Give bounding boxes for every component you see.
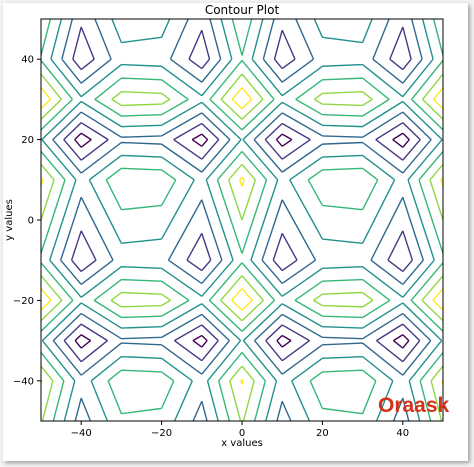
x-tick-label: −20: [151, 428, 172, 439]
chart-title: Contour Plot: [205, 3, 280, 17]
y-tick-label: 20: [21, 135, 34, 146]
contour-level-2: [63, 26, 421, 363]
contour-lines: [41, 19, 443, 421]
contour-level-5: [41, 19, 443, 421]
x-tick-label: −40: [71, 428, 92, 439]
y-tick-label: −20: [13, 296, 34, 307]
x-tick-label: 0: [239, 428, 245, 439]
x-tick-label: 20: [316, 428, 329, 439]
y-tick-label: −40: [13, 376, 34, 387]
y-tick-label: 0: [28, 216, 34, 227]
x-axis-label: x values: [221, 438, 263, 449]
x-tick-label: 40: [396, 428, 409, 439]
watermark-logo: Oraask: [378, 394, 450, 417]
x-axis-ticks: −40 −20 0 20 40: [71, 421, 409, 439]
y-tick-label: 40: [21, 55, 34, 66]
contour-level-4: [41, 19, 443, 421]
contour-level-6: [41, 73, 443, 421]
contour-level-1: [74, 132, 410, 349]
contour-level-3: [52, 19, 432, 421]
y-axis-label: y values: [4, 199, 15, 241]
y-axis-ticks: −40 −20 0 20 40: [13, 55, 41, 387]
